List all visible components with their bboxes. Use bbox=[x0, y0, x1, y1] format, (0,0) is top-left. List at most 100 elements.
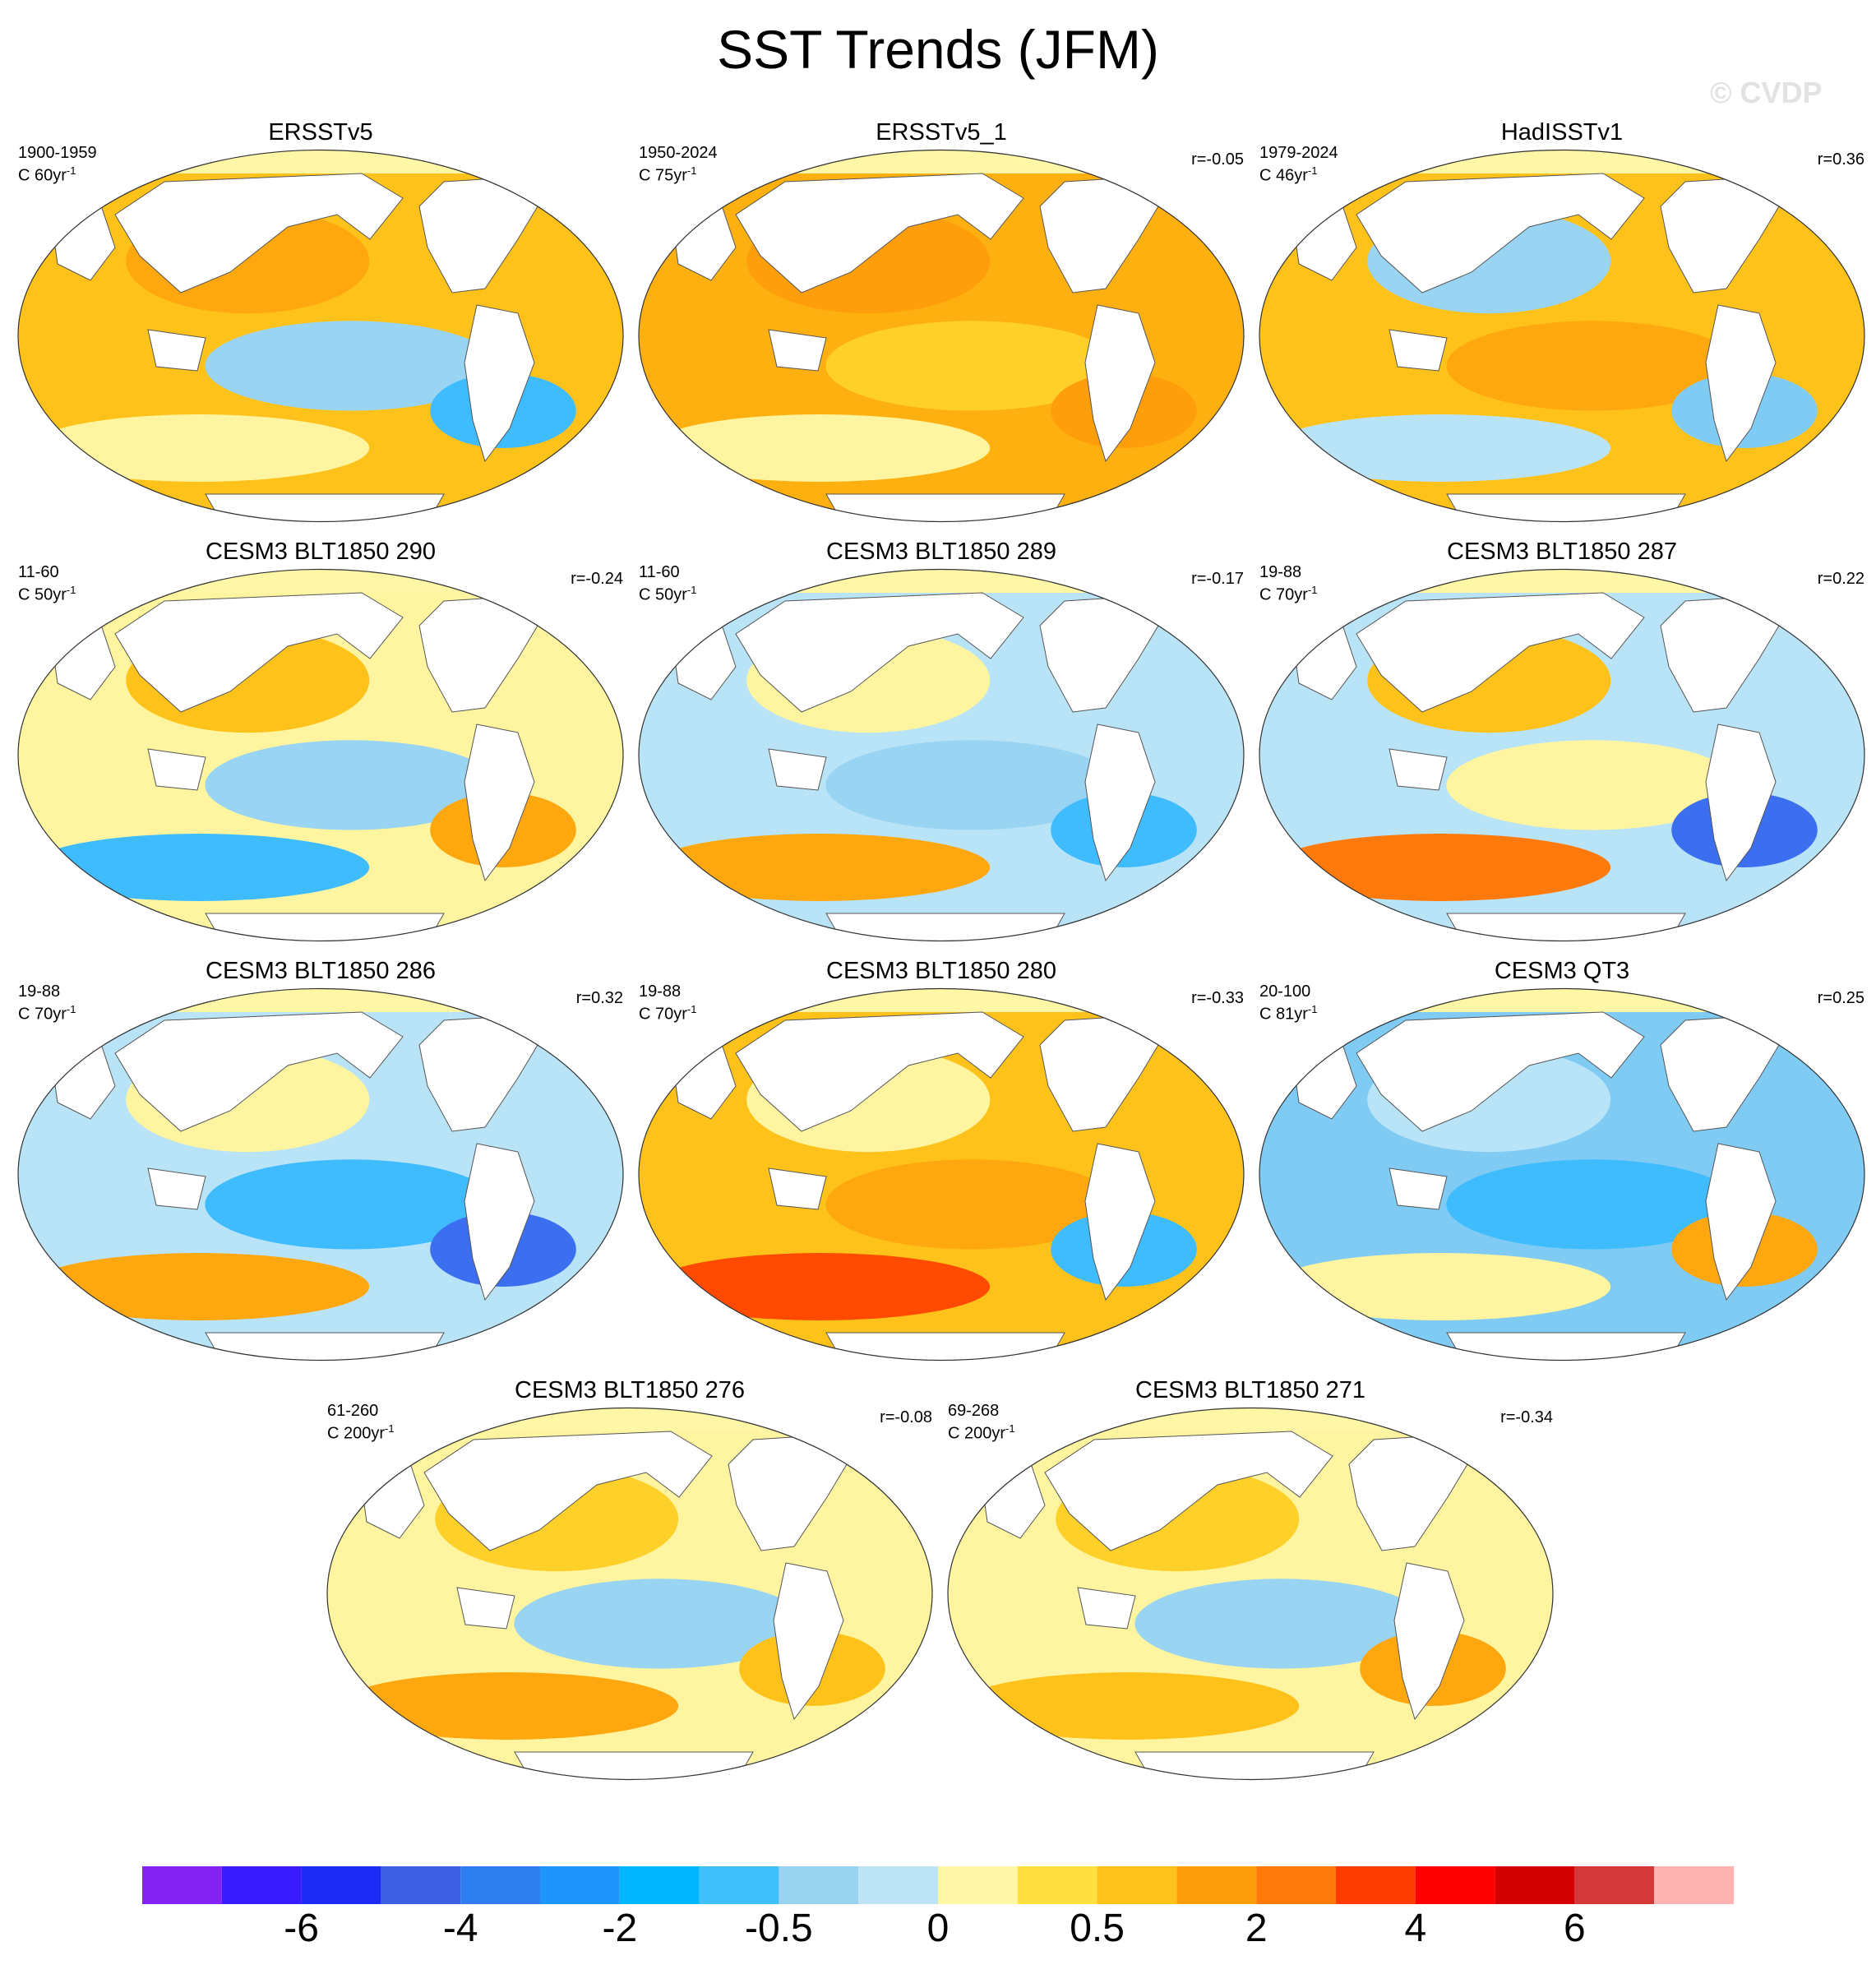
globe-outline bbox=[638, 149, 1245, 523]
map-globe bbox=[1259, 149, 1865, 523]
panel-trend-units: C 81yr bbox=[1259, 1005, 1308, 1024]
panel-trend-units: C 200yr bbox=[327, 1424, 386, 1443]
panel-trend-exponent: -1 bbox=[1307, 164, 1318, 177]
map-panel: HadISSTv1 1979-2024 C 46yr-1 r=0.36 bbox=[1258, 119, 1866, 530]
landmass bbox=[735, 592, 1024, 713]
sst-anomaly-region bbox=[649, 834, 991, 901]
landmass bbox=[147, 329, 206, 372]
panel-years: 19-88 bbox=[1259, 563, 1302, 581]
landmass bbox=[768, 1167, 827, 1210]
landmass bbox=[147, 748, 206, 791]
panel-trend-exponent: -1 bbox=[686, 584, 697, 596]
colorbar-swatch bbox=[1097, 1866, 1177, 1904]
landmass bbox=[464, 1143, 535, 1301]
globe-outline bbox=[638, 987, 1245, 1361]
colorbar-swatch bbox=[221, 1866, 302, 1904]
arctic-band bbox=[327, 1408, 932, 1431]
landmass bbox=[1393, 1562, 1465, 1721]
panel-years: 19-88 bbox=[18, 982, 61, 1001]
arctic-band bbox=[639, 569, 1244, 593]
panel-title: CESM3 BLT1850 280 bbox=[826, 958, 1056, 984]
panel-title: CESM3 BLT1850 287 bbox=[1447, 539, 1677, 565]
sst-anomaly-region bbox=[1446, 1159, 1739, 1250]
globe-outline bbox=[17, 987, 624, 1361]
colorbar-label: 4 bbox=[1404, 1907, 1427, 1950]
globe-outline bbox=[638, 568, 1245, 942]
map-globe bbox=[638, 149, 1245, 523]
panel-years: 1900-1959 bbox=[18, 144, 97, 162]
colorbar-swatch bbox=[1176, 1866, 1257, 1904]
sst-anomaly-region bbox=[825, 1159, 1118, 1250]
landmass bbox=[1389, 1167, 1448, 1210]
sst-anomaly-region bbox=[205, 740, 497, 830]
arctic-band bbox=[639, 150, 1244, 173]
colorbar-label: -4 bbox=[442, 1907, 478, 1950]
landmass bbox=[1084, 304, 1156, 463]
colorbar-swatch bbox=[142, 1866, 222, 1904]
landmass bbox=[205, 493, 445, 522]
sst-anomaly-region bbox=[28, 1253, 370, 1320]
map-globe bbox=[17, 987, 624, 1361]
landmass bbox=[1044, 1431, 1333, 1551]
landmass bbox=[205, 913, 445, 941]
sst-anomaly-region bbox=[958, 1672, 1300, 1740]
panel-trend-exponent: -1 bbox=[1307, 584, 1318, 596]
panel-title: ERSSTv5 bbox=[268, 119, 373, 146]
panel-trend-exponent: -1 bbox=[1005, 1422, 1015, 1435]
arctic-band bbox=[18, 569, 623, 593]
panel-title: CESM3 BLT1850 276 bbox=[515, 1377, 745, 1403]
map-panel: CESM3 QT3 20-100 C 81yr-1 r=0.25 bbox=[1258, 958, 1866, 1369]
colorbar-swatch bbox=[301, 1866, 381, 1904]
map-panel: CESM3 BLT1850 276 61-260 C 200yr-1 r=-0.08 bbox=[326, 1377, 934, 1788]
landmass bbox=[1705, 723, 1777, 882]
colorbar-swatch bbox=[1017, 1866, 1097, 1904]
colorbar-swatch bbox=[540, 1866, 620, 1904]
panel-period: 11-60 C 50yr-1 bbox=[18, 563, 76, 604]
panel-title: CESM3 BLT1850 289 bbox=[826, 539, 1056, 565]
panel-years: 11-60 bbox=[18, 563, 59, 581]
panel-correlation: r=0.22 bbox=[1817, 570, 1864, 588]
panel-period: 1900-1959 C 60yr-1 bbox=[18, 144, 97, 185]
sst-anomaly-region bbox=[825, 321, 1118, 411]
map-globe bbox=[17, 568, 624, 942]
landmass bbox=[773, 1562, 844, 1721]
sst-anomaly-region bbox=[28, 414, 370, 482]
map-panel: ERSSTv5_1 1950-2024 C 75yr-1 r=-0.05 bbox=[637, 119, 1245, 530]
colorbar-swatch bbox=[1415, 1866, 1495, 1904]
landmass bbox=[1446, 493, 1686, 522]
map-globe bbox=[326, 1407, 933, 1781]
panel-period: 1950-2024 C 75yr-1 bbox=[639, 144, 718, 185]
map-globe bbox=[17, 149, 624, 523]
landmass bbox=[1084, 723, 1156, 882]
landmass bbox=[1705, 304, 1777, 463]
arctic-band bbox=[1259, 150, 1864, 173]
panel-period: 1979-2024 C 46yr-1 bbox=[1259, 144, 1338, 185]
panel-title: HadISSTv1 bbox=[1500, 119, 1624, 146]
panel-trend-units: C 70yr bbox=[18, 1005, 67, 1024]
landmass bbox=[1134, 1751, 1375, 1780]
map-panel: CESM3 BLT1850 271 69-268 C 200yr-1 r=-0.34 bbox=[946, 1377, 1555, 1788]
colorbar-label: 0.5 bbox=[1070, 1907, 1125, 1950]
colorbar-swatch bbox=[858, 1866, 938, 1904]
colorbar-swatch bbox=[460, 1866, 540, 1904]
panel-correlation: r=-0.33 bbox=[1191, 989, 1244, 1007]
sst-anomaly-region bbox=[649, 414, 991, 482]
panel-trend-units: C 50yr bbox=[18, 585, 67, 604]
globe-outline bbox=[947, 1407, 1554, 1781]
panel-title: CESM3 BLT1850 286 bbox=[206, 958, 436, 984]
globe-outline bbox=[1259, 987, 1865, 1361]
colorbar-swatch bbox=[938, 1866, 1018, 1904]
panel-period: 69-268 C 200yr-1 bbox=[948, 1402, 1015, 1443]
panel-period: 11-60 C 50yr-1 bbox=[639, 563, 696, 604]
landmass bbox=[825, 913, 1065, 941]
landmass bbox=[114, 1011, 404, 1132]
map-panel: CESM3 BLT1850 289 11-60 C 50yr-1 r=-0.17 bbox=[637, 539, 1245, 950]
sst-anomaly-region bbox=[1269, 414, 1611, 482]
panel-years: 11-60 bbox=[639, 563, 680, 581]
sst-anomaly-region bbox=[1269, 834, 1611, 901]
panel-correlation: r=-0.05 bbox=[1191, 150, 1244, 169]
panel-correlation: r=-0.08 bbox=[880, 1408, 932, 1426]
colorbar-labels: -6 -4 -2 -0.5 0 0.5 2 4 6 bbox=[0, 1906, 1876, 1955]
colorbar-swatch bbox=[381, 1866, 461, 1904]
colorbar-label: -0.5 bbox=[745, 1907, 813, 1950]
